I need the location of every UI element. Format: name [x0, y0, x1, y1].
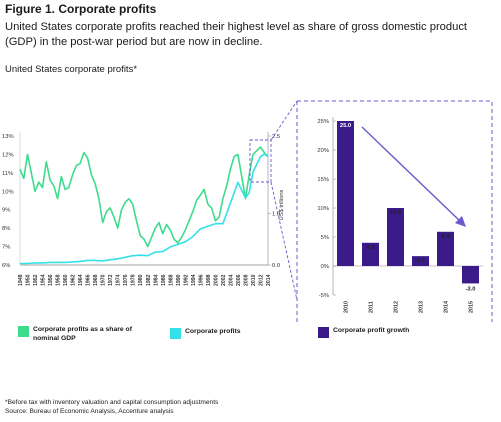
left-axis-tick-label: 13%: [2, 134, 14, 140]
right-axis-label: US$ trillions: [279, 189, 285, 220]
bar-y-tick-label: 15%: [317, 177, 329, 183]
x-axis-tick-label: 1968: [93, 274, 99, 286]
x-axis-tick-label: 1974: [116, 274, 122, 286]
left-axis-tick-label: 11%: [2, 171, 13, 177]
chart-title: United States corporate profits*: [5, 64, 138, 75]
legend-swatch-profits: [170, 328, 181, 339]
x-axis-tick-label: 2004: [228, 274, 234, 286]
x-axis-tick-label: 1950: [26, 274, 32, 286]
bar-x-tick-label: 2015: [469, 301, 475, 313]
footnote: *Before tax with inventory valuation and…: [5, 398, 218, 416]
x-axis-tick-label: 1972: [108, 274, 114, 286]
x-axis-tick-label: 1956: [48, 274, 54, 286]
bar-x-tick-label: 2012: [394, 301, 400, 313]
bar-data-label: 4.0: [366, 245, 374, 251]
x-axis-tick-label: 1992: [183, 274, 189, 286]
legend-swatch-share: [18, 326, 29, 337]
left-axis-tick-label: 9%: [2, 208, 10, 214]
footnote-definition: *Before tax with inventory valuation and…: [5, 399, 219, 406]
footnote-source: Source: Bureau of Economic Analysis, Acc…: [5, 408, 174, 415]
x-axis-tick-label: 1998: [206, 274, 212, 286]
bar-y-tick-label: 0%: [321, 264, 329, 270]
left-axis-tick-label: 12%: [2, 152, 14, 158]
bar-x-tick-label: 2011: [369, 301, 375, 313]
bar-x-tick-label: 2013: [419, 301, 425, 313]
left-axis-tick-label: 8%: [2, 226, 10, 232]
bar-data-label: -3.0: [466, 286, 476, 292]
figure-subtitle: United States corporate profits reached …: [5, 21, 468, 48]
legend-label-profits: Corporate profits: [185, 328, 241, 335]
bar-data-label: 5.9: [441, 234, 450, 240]
bar: [412, 256, 429, 266]
trend-arrow-head: [455, 216, 466, 227]
x-axis-tick-label: 2010: [251, 274, 257, 286]
bar-x-tick-label: 2014: [444, 301, 450, 313]
right-axis-tick-label: 2.5: [272, 134, 280, 140]
bar: [337, 121, 354, 266]
x-axis-tick-label: 1978: [131, 274, 137, 286]
x-axis-tick-label: 1970: [101, 274, 107, 286]
right-axis-tick-label: 0.0: [272, 263, 280, 269]
x-axis-tick-label: 1960: [63, 274, 69, 286]
x-axis-tick-label: 1952: [33, 274, 39, 286]
x-axis-tick-label: 1948: [18, 274, 24, 286]
x-axis-tick-label: 1986: [161, 274, 167, 286]
left-axis-tick-label: 6%: [2, 263, 10, 269]
bar-y-tick-label: 20%: [317, 148, 329, 154]
trend-arrow-line: [361, 126, 462, 223]
x-axis-tick-label: 1962: [71, 274, 77, 286]
bar-y-tick-label: 5%: [321, 235, 329, 241]
x-axis-tick-label: 1964: [78, 274, 84, 286]
x-axis-tick-label: 2006: [236, 274, 242, 286]
x-axis-tick-label: 1976: [123, 274, 129, 286]
bar: [387, 208, 404, 266]
zoom-frame: [297, 100, 493, 322]
x-axis-tick-label: 2002: [221, 274, 227, 286]
left-axis-tick-label: 10%: [2, 189, 14, 195]
bar: [362, 242, 379, 266]
series-line-share-of-gdp: [19, 146, 269, 248]
x-axis-tick-label: 1996: [198, 274, 204, 286]
x-axis-tick-label: 1994: [191, 274, 197, 286]
x-axis-tick-label: 1980: [138, 274, 144, 286]
bar-y-tick-label: 10%: [317, 206, 329, 212]
right-axis-tick-label: 1.0: [272, 211, 280, 217]
bar: [437, 231, 454, 266]
x-axis-tick-label: 2012: [258, 274, 264, 286]
x-axis-tick-label: 1984: [153, 274, 159, 286]
left-axis-tick-label: 7%: [2, 245, 10, 251]
x-axis-tick-label: 1966: [86, 274, 92, 286]
x-axis-tick-label: 1990: [176, 274, 182, 286]
bar-y-tick-label: 25%: [317, 119, 329, 125]
legend-label-share: Corporate profits as a share of nominal …: [33, 326, 132, 342]
x-axis-tick-label: 1982: [146, 274, 152, 286]
x-axis-tick-label: 1988: [168, 274, 174, 286]
legend-label-growth: Corporate profit growth: [333, 327, 410, 334]
bar-data-label: 25.0: [340, 123, 351, 129]
legend-swatch-growth: [318, 327, 329, 338]
x-axis-tick-label: 1958: [56, 274, 62, 286]
bar-x-tick-label: 2010: [344, 301, 350, 313]
x-axis-tick-label: 2000: [213, 274, 219, 286]
series-line-corporate-profits: [20, 153, 269, 265]
bar-y-tick-label: -5%: [319, 293, 329, 299]
connector-line-top: [270, 100, 298, 141]
bar: [462, 266, 479, 284]
connector-line-bottom: [270, 181, 298, 301]
figure-title: Figure 1. Corporate profits: [5, 2, 157, 16]
bar-data-label: 1.7: [416, 258, 424, 264]
x-axis-tick-label: 2014: [266, 274, 272, 286]
x-axis-tick-label: 1954: [41, 274, 47, 286]
highlight-box-recent-peak: [249, 139, 272, 183]
x-axis-tick-label: 2008: [243, 274, 249, 286]
bar-data-label: 10.0: [390, 210, 401, 216]
